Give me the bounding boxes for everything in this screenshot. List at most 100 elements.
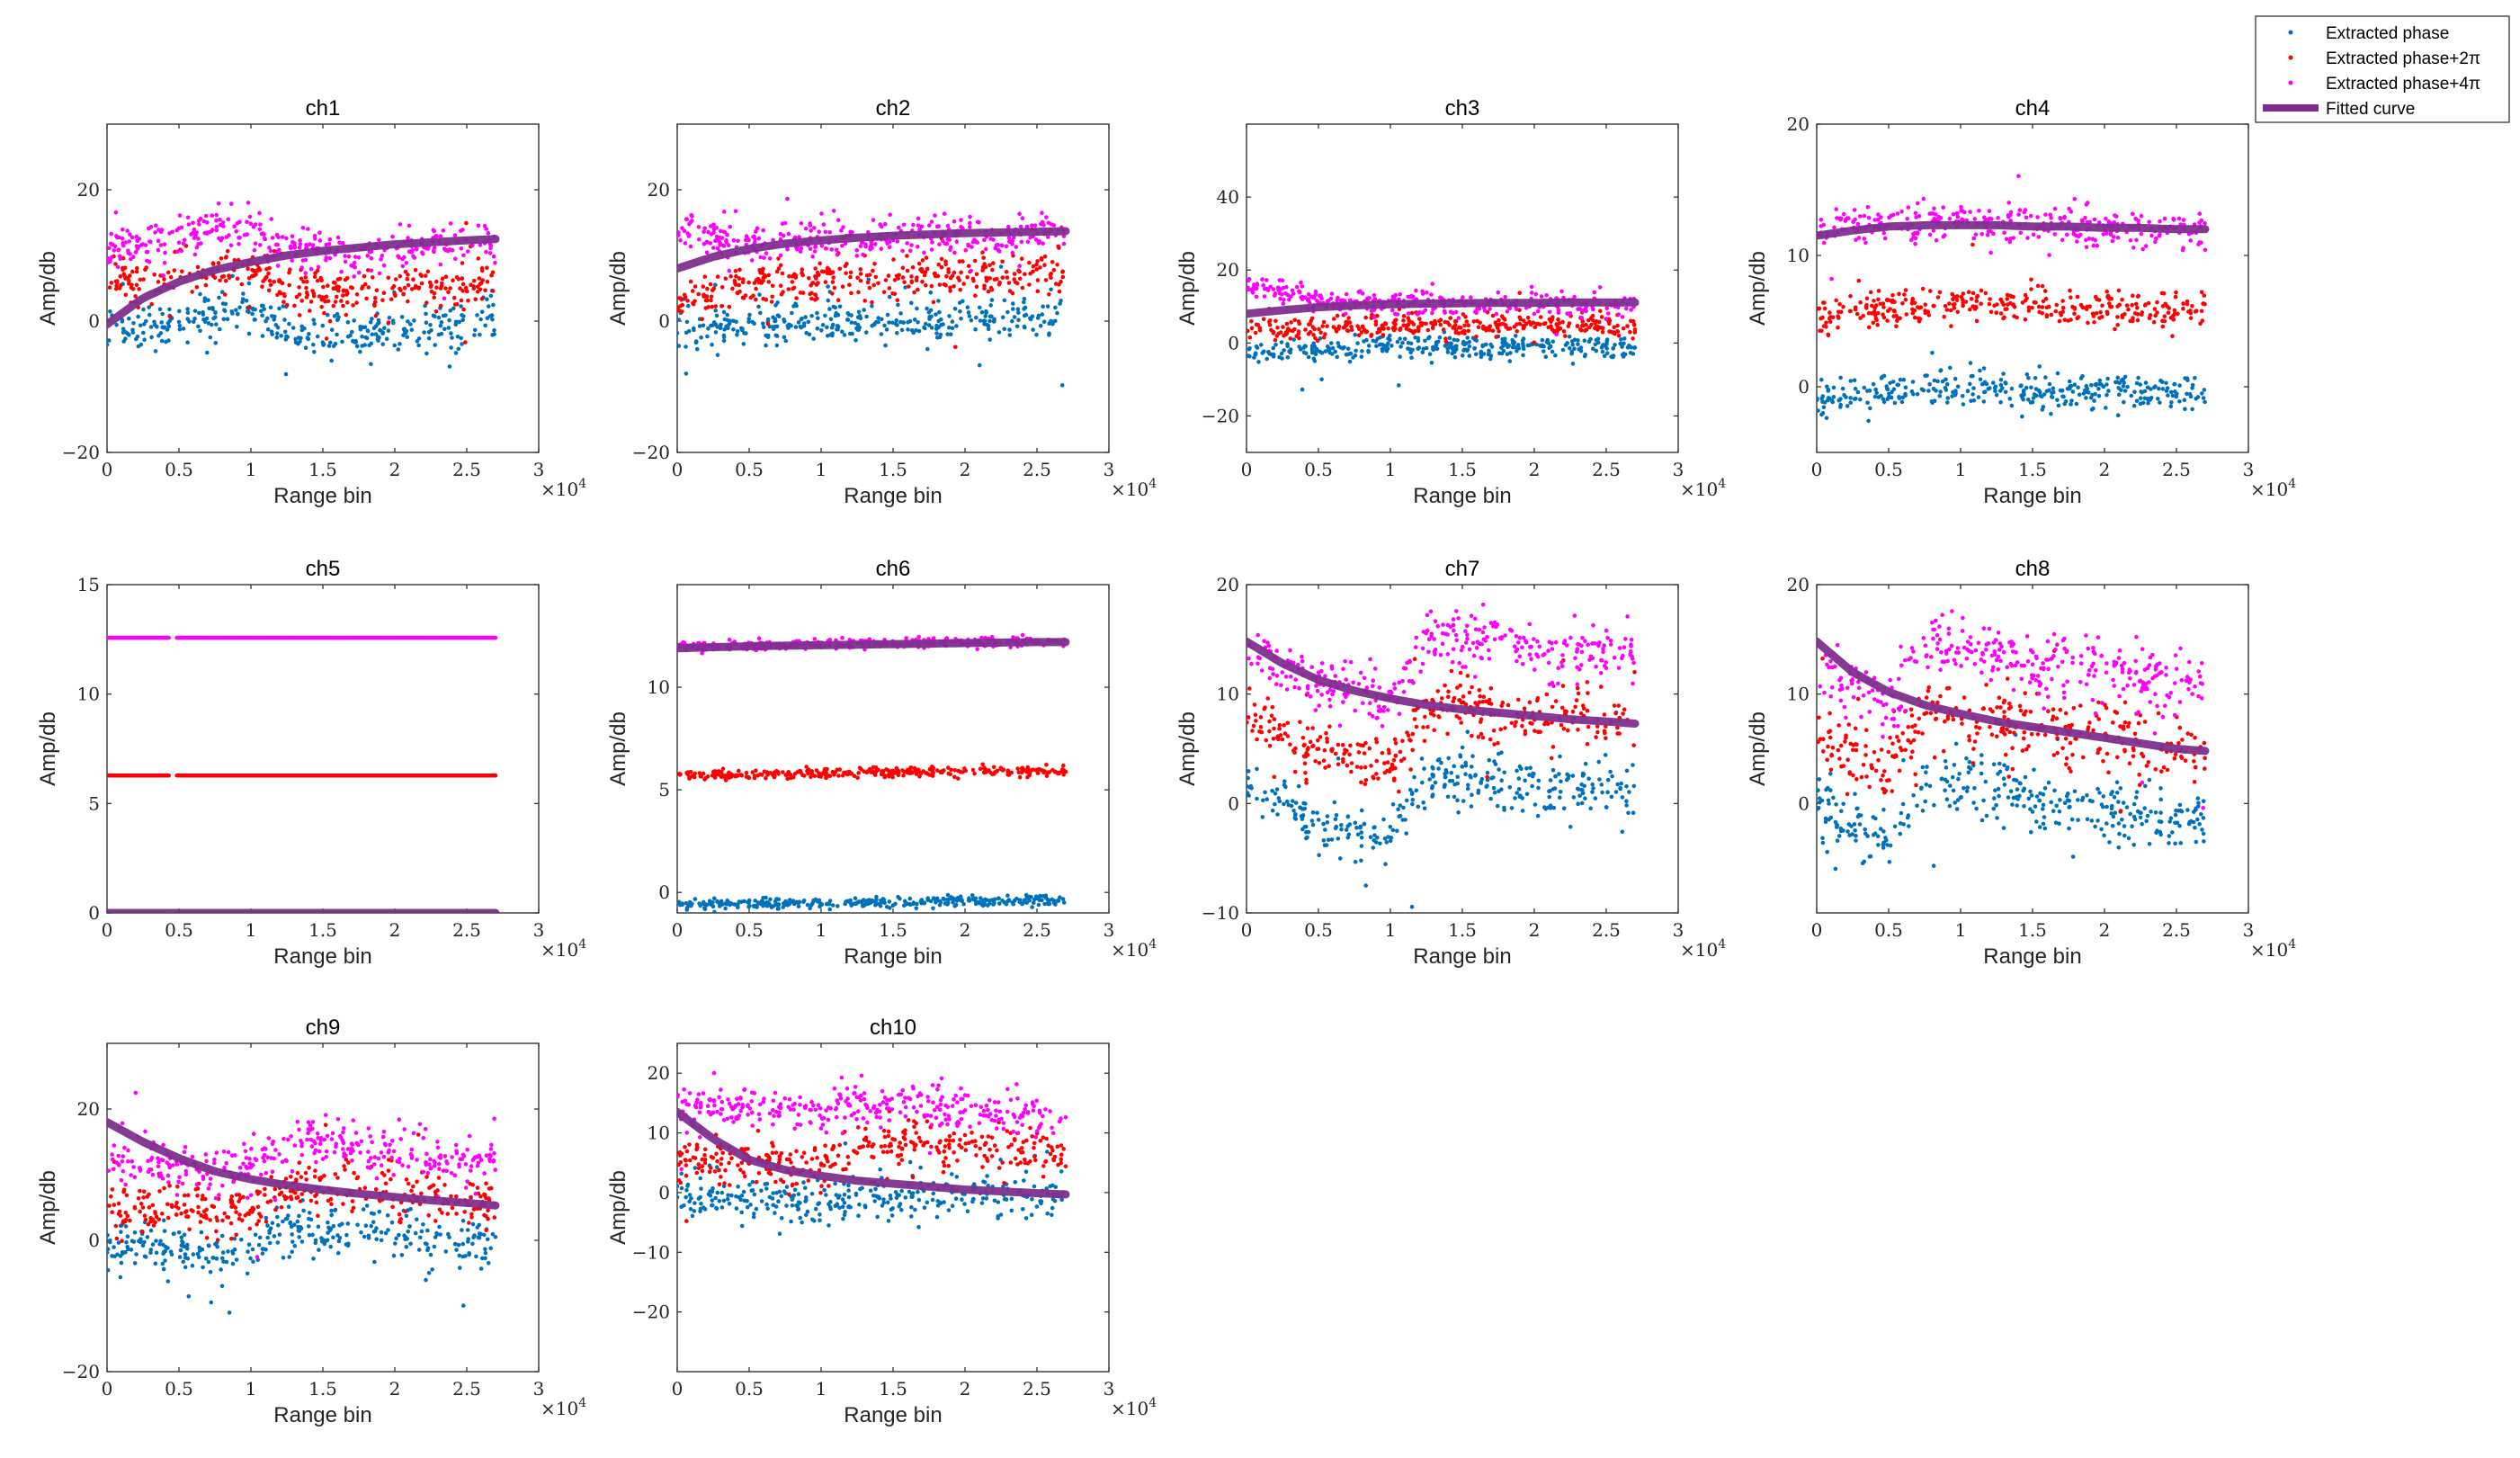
scatter-point [424, 300, 429, 305]
x-tick-label: 0 [102, 459, 113, 480]
scatter-point [2052, 206, 2058, 211]
scatter-point [1455, 338, 1460, 343]
scatter-point [694, 346, 700, 352]
scatter-point [890, 291, 895, 296]
scatter-point [1897, 316, 1901, 321]
scatter-point [239, 282, 245, 287]
scatter-point [476, 256, 481, 261]
scatter-point [380, 331, 386, 336]
scatter-point [984, 278, 989, 283]
scatter-point [906, 320, 910, 325]
scatter-point [1032, 223, 1038, 228]
scatter-point [344, 300, 350, 305]
scatter-point [1395, 312, 1400, 317]
scatter-point [392, 343, 398, 348]
scatter-point [195, 264, 201, 270]
scatter-point [823, 280, 828, 284]
scatter-point [111, 242, 115, 247]
scatter-point [793, 325, 799, 329]
scatter-point [134, 269, 139, 274]
scatter-point [2001, 371, 2006, 376]
scatter-point [411, 277, 416, 282]
scatter-point [836, 326, 840, 332]
scatter-point [438, 234, 443, 238]
scatter-point [2026, 375, 2031, 380]
scatter-point [1247, 335, 1253, 340]
scatter-point [1926, 389, 1931, 393]
scatter-point [751, 235, 755, 239]
scatter-point [1041, 304, 1045, 309]
scatter-point [803, 226, 809, 231]
scatter-point [1334, 329, 1339, 334]
scatter-point [1910, 296, 1916, 301]
scatter-point [958, 287, 962, 292]
scatter-point [340, 339, 344, 344]
scatter-point [1474, 335, 1479, 339]
scatter-point [408, 322, 413, 326]
scatter-point [1496, 290, 1501, 295]
scatter-point [775, 300, 780, 305]
scatter-point [1460, 353, 1465, 358]
scatter-point [1944, 382, 1950, 387]
scatter-point [1016, 310, 1021, 315]
scatter-point [2040, 311, 2045, 316]
scatter-point [1942, 314, 1946, 319]
scatter-point [1819, 316, 1824, 321]
scatter-point [1903, 391, 1908, 397]
scatter-point [482, 223, 487, 228]
scatter-point [358, 349, 362, 354]
scatter-point [968, 225, 972, 229]
scatter-point [127, 278, 131, 283]
scatter-point [2171, 313, 2176, 318]
scatter-point [1031, 327, 1035, 332]
scatter-point [1604, 306, 1610, 311]
scatter-point [257, 267, 263, 273]
scatter-point [1831, 385, 1836, 390]
scatter-point [1017, 264, 1022, 269]
scatter-point [1058, 301, 1062, 306]
scatter-point [1373, 339, 1379, 344]
scatter-point [391, 320, 396, 326]
scatter-point [799, 246, 804, 251]
scatter-point [218, 218, 222, 222]
scatter-point [456, 319, 460, 325]
scatter-point [1497, 322, 1502, 327]
scatter-point [1899, 399, 1905, 405]
scatter-point [1531, 320, 1536, 326]
scatter-point [1513, 334, 1518, 338]
scatter-point [386, 275, 391, 281]
scatter-point [706, 326, 710, 331]
scatter-point [245, 219, 249, 225]
scatter-point [819, 244, 825, 248]
scatter-point [1588, 336, 1593, 342]
scatter-point [308, 309, 312, 313]
scatter-point [1824, 324, 1828, 329]
scatter-point [969, 268, 974, 273]
scatter-point [2134, 237, 2139, 243]
x-tick-label: 0.5 [165, 919, 193, 941]
scatter-point [1890, 389, 1894, 395]
scatter-point [1309, 318, 1313, 324]
scatter-point [765, 321, 771, 326]
scatter-point [424, 273, 428, 278]
scatter-point [2160, 387, 2166, 391]
scatter-point [148, 325, 154, 329]
scatter-point [1998, 311, 2004, 316]
scatter-point [1033, 237, 1039, 242]
scatter-point [810, 281, 815, 286]
scatter-point [228, 243, 234, 248]
scatter-point [354, 300, 359, 305]
scatter-point [2145, 385, 2150, 390]
scatter-point [898, 311, 903, 316]
scatter-point [142, 322, 147, 326]
scatter-point [282, 318, 287, 322]
scatter-point [1362, 327, 1367, 333]
scatter-point [1968, 361, 1973, 365]
scatter-point [1045, 235, 1050, 239]
scatter-point [1549, 324, 1553, 329]
scatter-point [442, 246, 447, 251]
scatter-point [1937, 394, 1943, 398]
scatter-point [1881, 315, 1887, 320]
scatter-point [1012, 315, 1017, 319]
scatter-point [1363, 315, 1368, 320]
